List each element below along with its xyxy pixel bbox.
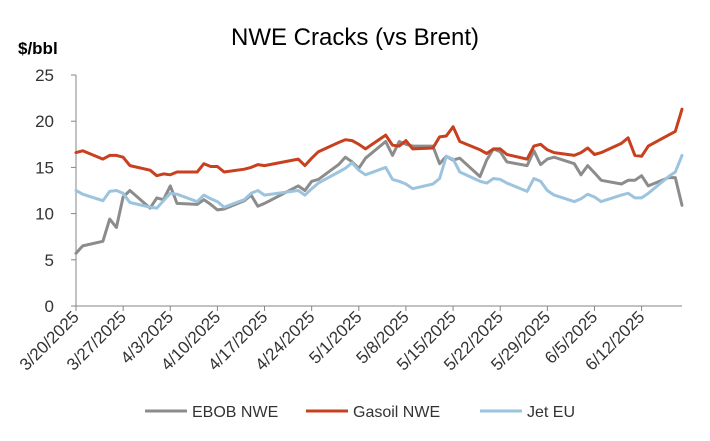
y-tick-label: 10 (35, 205, 54, 224)
y-tick-label: 25 (35, 66, 54, 85)
y-tick-label: 15 (35, 158, 54, 177)
legend-label: Jet EU (527, 404, 575, 421)
x-axis-ticks: 3/20/20253/27/20254/3/20254/10/20254/17/… (16, 306, 648, 374)
series-lines (74, 107, 684, 255)
y-tick-label: 0 (45, 297, 54, 316)
chart-title: NWE Cracks (vs Brent) (231, 24, 479, 51)
series-line-ebob-nwe (74, 140, 684, 255)
legend-label: Gasoil NWE (353, 404, 440, 421)
y-axis-label: $/bbl (18, 39, 58, 58)
series-line-gasoil-nwe (74, 107, 684, 178)
axes (71, 74, 682, 307)
y-tick-label: 5 (45, 251, 54, 270)
y-tick-label: 20 (35, 112, 54, 131)
legend: EBOB NWE Gasoil NWE Jet EU (145, 404, 575, 421)
series-line-jet-eu (74, 153, 684, 210)
legend-label: EBOB NWE (192, 404, 278, 421)
y-axis-ticks: 0 5 10 15 20 25 (35, 66, 54, 316)
